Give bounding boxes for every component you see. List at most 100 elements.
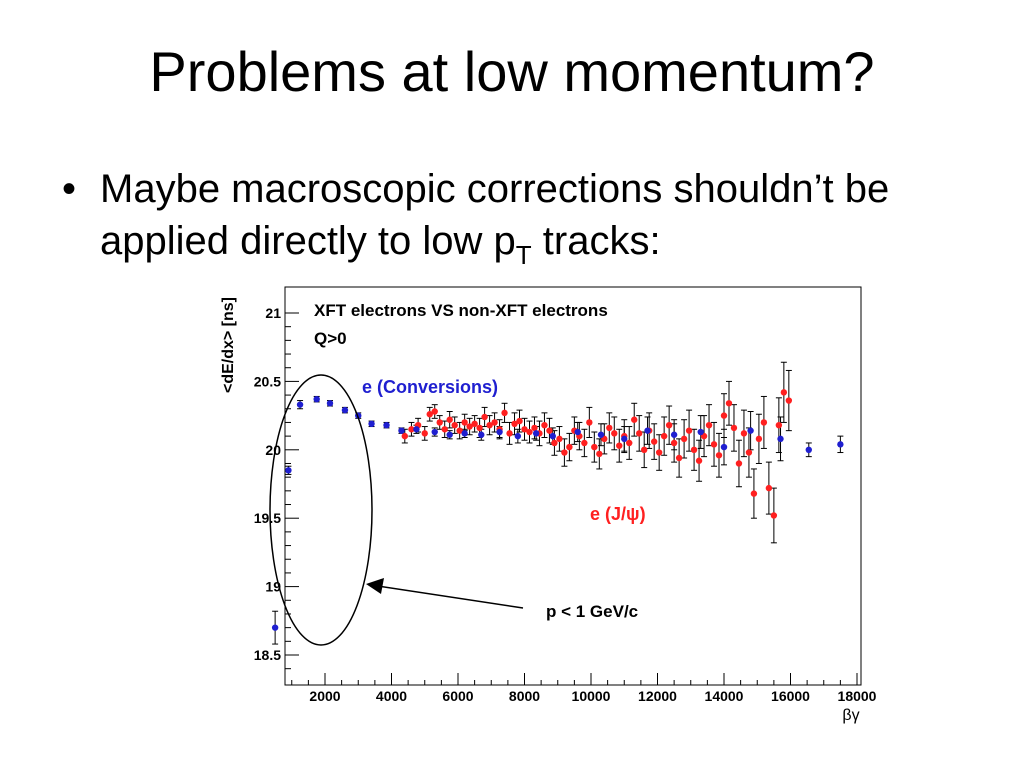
conversion-point — [514, 432, 522, 440]
conversion-point — [398, 427, 405, 434]
x-tick-label: 10000 — [572, 688, 611, 704]
jpsi-point — [685, 427, 693, 434]
jpsi-point — [670, 439, 678, 447]
jpsi-point — [408, 426, 415, 433]
conversion-point — [271, 624, 279, 631]
bullet-text: Maybe macroscopic corrections shouldn’t … — [100, 163, 960, 268]
jpsi-point — [461, 419, 468, 426]
jpsi-point — [606, 424, 613, 432]
jpsi-point — [730, 424, 738, 432]
conversion-point — [461, 430, 468, 437]
jpsi-point — [745, 449, 753, 456]
x-axis-label: βγ — [842, 707, 859, 724]
conversion-point — [383, 421, 390, 429]
conversion-point — [747, 427, 754, 434]
jpsi-point — [760, 419, 768, 426]
conversion-point — [805, 446, 812, 453]
x-tick-label: 4000 — [376, 688, 407, 704]
jpsi-point — [770, 512, 778, 519]
conversion-point — [326, 400, 334, 407]
x-tick-label: 16000 — [771, 688, 810, 704]
conversion-point — [777, 435, 784, 443]
y-tick-label: 18.5 — [254, 647, 281, 663]
jpsi-point — [660, 432, 668, 440]
chart-title: XFT electrons VS non-XFT electrons — [314, 301, 608, 320]
jpsi-point — [481, 413, 488, 421]
jpsi-point — [401, 432, 408, 440]
jpsi-point — [546, 427, 553, 434]
jpsi-point — [566, 443, 573, 451]
x-tick-label: 6000 — [442, 688, 473, 704]
conversion-point — [621, 435, 628, 443]
y-tick-label: 21 — [265, 305, 281, 321]
jpsi-point — [521, 426, 528, 433]
jpsi-point — [616, 442, 623, 449]
jpsi-point — [750, 490, 758, 497]
jpsi-point — [596, 450, 603, 458]
jpsi-point — [735, 460, 743, 467]
conversion-point — [644, 427, 651, 434]
jpsi-point — [591, 443, 598, 451]
jpsi-point — [690, 446, 698, 453]
bullet-marker: • — [62, 167, 77, 211]
series-label-conversions: e (Conversions) — [362, 377, 498, 397]
jpsi-point — [715, 452, 723, 459]
y-tick-label: 20.5 — [254, 373, 281, 389]
jpsi-point — [725, 400, 733, 407]
jpsi-point — [626, 439, 633, 447]
conversion-point — [574, 428, 581, 436]
bullet-text-tail: tracks: — [531, 219, 661, 263]
conversion-point — [446, 431, 453, 438]
bullet-text-main: Maybe macroscopic corrections shouldn’t … — [100, 167, 890, 263]
conversion-point — [431, 428, 438, 436]
conversion-point — [670, 431, 678, 438]
jpsi-point — [636, 430, 643, 437]
conversion-point — [413, 426, 420, 433]
y-tick-label: 19.5 — [254, 510, 281, 526]
chart-subtitle: Q>0 — [314, 329, 347, 348]
low-momentum-ellipse — [269, 374, 373, 646]
jpsi-point — [785, 397, 793, 404]
conversion-point — [296, 401, 304, 408]
jpsi-point — [471, 420, 478, 428]
x-tick-label: 8000 — [509, 688, 540, 704]
conversion-point — [368, 420, 375, 428]
jpsi-point — [675, 454, 683, 462]
slide-title: Problems at low momentum? — [149, 40, 875, 103]
jpsi-point — [501, 409, 508, 417]
conversion-point — [496, 428, 503, 436]
conversion-point — [285, 467, 292, 474]
jpsi-point — [516, 417, 523, 425]
jpsi-point — [581, 439, 588, 447]
x-tick-label: 14000 — [705, 688, 744, 704]
jpsi-point — [710, 441, 718, 448]
annotation-arrow-line — [377, 585, 524, 609]
y-tick-label: 20 — [265, 442, 281, 458]
jpsi-point — [431, 408, 438, 415]
jpsi-point — [426, 411, 433, 418]
jpsi-point — [456, 427, 463, 434]
jpsi-point — [446, 416, 453, 423]
jpsi-point — [561, 449, 568, 456]
series-label-jpsi: e (J/ψ) — [590, 504, 646, 524]
jpsi-point — [491, 419, 498, 426]
conversion-point — [837, 441, 844, 448]
jpsi-point — [476, 424, 483, 432]
conversion-point — [532, 430, 540, 437]
jpsi-point — [541, 421, 548, 429]
jpsi-point — [705, 421, 713, 429]
jpsi-point — [695, 457, 703, 464]
annotation-arrowhead — [366, 578, 384, 594]
conversion-point — [720, 443, 728, 451]
jpsi-point — [765, 484, 773, 492]
jpsi-point — [680, 435, 688, 443]
x-tick-label: 2000 — [309, 688, 340, 704]
jpsi-point — [511, 420, 518, 428]
jpsi-point — [665, 421, 673, 429]
jpsi-point — [720, 412, 728, 419]
jpsi-point — [780, 389, 788, 396]
jpsi-point — [506, 430, 513, 437]
jpsi-point — [526, 428, 533, 436]
jpsi-point — [650, 438, 658, 445]
